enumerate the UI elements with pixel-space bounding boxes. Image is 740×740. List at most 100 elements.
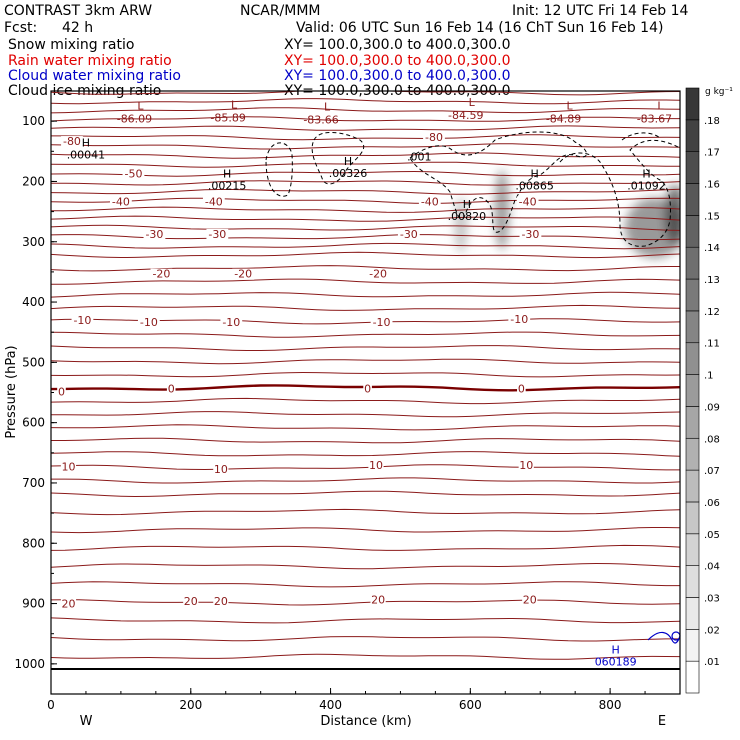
low-value-label: -83.67 (637, 112, 672, 125)
isotherm-line (51, 206, 680, 213)
y-tick-label: 600 (22, 416, 45, 430)
label-backing (143, 228, 166, 240)
colorbar-level-label: .17 (704, 148, 720, 159)
valid-time: Valid: 06 UTC Sun 16 Feb 14 (16 ChT Sun … (296, 20, 664, 36)
colorbar-level-label: .02 (704, 625, 720, 636)
label-backing (206, 228, 229, 240)
label-backing (522, 594, 538, 606)
west-label: W (80, 714, 93, 729)
isotherm-label: -20 (152, 268, 170, 281)
isotherm-label: -10 (510, 313, 528, 326)
isotherm-label: -10 (373, 316, 391, 329)
isotherm-label: -80 (425, 131, 443, 144)
colorbar-unit: g kg⁻¹ (705, 87, 733, 97)
colorbar-level-label: .11 (704, 339, 720, 350)
x-tick-label: 600 (459, 698, 482, 712)
colorbar-level-label: .1 (704, 371, 714, 382)
label-backing (213, 464, 229, 476)
contour-labels: -80 -80 -50 -40 -40 -40 -40 -30 -30 -30 -30 -20 -20 -… (57, 96, 672, 668)
isotherm-label: 10 (519, 459, 533, 472)
y-tick-label: 1000 (14, 657, 45, 671)
isotherm-label: 20 (523, 593, 537, 606)
isotherm-label: -10 (73, 314, 91, 327)
colorbar-level-label: .14 (704, 243, 720, 254)
field-xy-rain: XY= 100.0,300.0 to 400.0,300.0 (284, 53, 511, 69)
isotherm-label: -30 (208, 228, 226, 241)
isotherm-line (51, 653, 680, 660)
isotherm-label: -10 (222, 316, 240, 329)
label-backing (397, 228, 420, 240)
snow-mixing-ratio-dashed-contours (265, 131, 680, 247)
isotherm-line (51, 152, 680, 159)
isotherm-line (51, 134, 680, 141)
high-marker: H (612, 643, 620, 656)
label-backing (57, 386, 66, 398)
isotherm-label: -10 (140, 316, 158, 329)
high-marker: H (530, 168, 538, 181)
colorbar-level-label: .05 (704, 530, 720, 541)
x-axis-title: Distance (km) (320, 714, 411, 729)
label-backing (202, 196, 225, 208)
isotherm-line (51, 98, 680, 105)
label-backing (517, 383, 526, 395)
isotherm-label: -80 (63, 135, 81, 148)
label-backing (122, 168, 145, 180)
label-backing (60, 598, 77, 610)
isotherm-line (51, 477, 680, 484)
label-backing (516, 196, 539, 208)
high-value-label: .00326 (329, 167, 368, 180)
isotherm-line (51, 544, 680, 551)
dashed-contour-label: .001 (407, 151, 432, 164)
isotherm-label: -40 (421, 195, 439, 208)
label-backing (109, 196, 132, 208)
isotherm-line (51, 170, 680, 177)
colorbar-swatch (685, 119, 700, 152)
colorbar-level-label: .12 (704, 307, 720, 318)
label-backing (418, 196, 441, 208)
label-backing (508, 313, 531, 325)
colorbar-level-label: .15 (704, 211, 720, 222)
x-tick-label: 400 (319, 698, 342, 712)
colorbar-level-label: .13 (704, 275, 720, 286)
label-backing (220, 316, 243, 328)
isotherm-line (51, 371, 680, 378)
low-marker: L (231, 98, 238, 111)
low-marker: L (567, 99, 574, 112)
isotherm-line (51, 224, 680, 231)
organization-label: NCAR/MMM (240, 3, 321, 19)
isotherm-line (51, 242, 680, 250)
high-marker: H (344, 155, 352, 168)
label-backing (213, 596, 229, 608)
label-backing (60, 461, 77, 473)
colorbar-swatch (685, 629, 700, 662)
isotherm-line (51, 451, 680, 457)
isotherm-label: 20 (61, 598, 75, 611)
colorbar-level-label: .18 (704, 116, 720, 127)
isotherm-label: -30 (145, 228, 163, 241)
low-value-label: -83.66 (303, 114, 338, 127)
y-tick-label: 400 (22, 295, 45, 309)
high-value-label: .01092 (627, 180, 666, 193)
isotherm-label: -40 (205, 195, 223, 208)
isotherm-label: 10 (214, 463, 228, 476)
isotherm-label: 10 (369, 459, 383, 472)
label-backing (423, 131, 445, 143)
colorbar-swatch (685, 565, 700, 598)
isotherm-label: 0 (168, 382, 175, 395)
colorbar-swatch (685, 342, 700, 375)
label-backing (368, 459, 384, 471)
low-marker: L (657, 99, 664, 112)
isotherm-line (51, 161, 680, 168)
colorbar-swatch (685, 183, 700, 216)
isotherm-line (51, 397, 680, 405)
isotherm-label: 20 (371, 593, 385, 606)
isotherm-line (51, 331, 680, 338)
isotherm-line (51, 143, 680, 150)
y-tick-label: 500 (22, 355, 45, 369)
isotherm-label: -50 (124, 168, 142, 181)
colorbar-swatch (685, 469, 700, 503)
isotherm-label: -30 (400, 228, 418, 241)
low-marker: L (137, 99, 144, 112)
isotherm-line (51, 107, 680, 114)
